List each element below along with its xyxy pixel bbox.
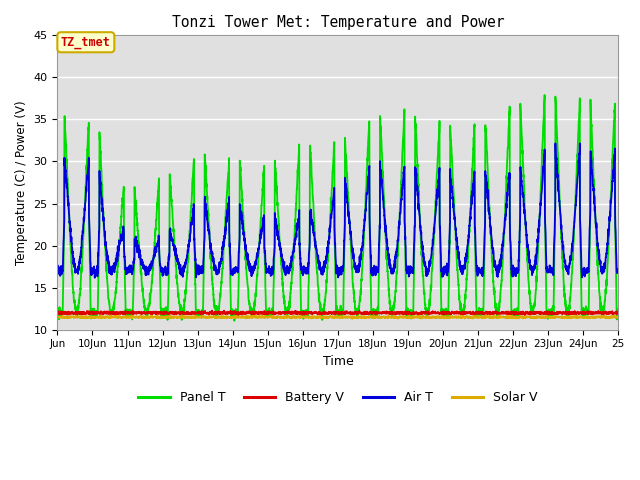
- Solar V: [168, 314, 176, 320]
- Air T: [460, 267, 467, 273]
- Panel T: [609, 160, 616, 166]
- Solar V: [614, 314, 622, 320]
- Panel T: [168, 206, 176, 212]
- Line: Solar V: Solar V: [58, 315, 618, 319]
- Panel T: [230, 318, 238, 324]
- Line: Battery V: Battery V: [58, 311, 618, 315]
- Line: Panel T: Panel T: [58, 95, 618, 321]
- Solar V: [529, 315, 537, 321]
- Battery V: [208, 308, 216, 313]
- Solar V: [385, 312, 392, 318]
- Battery V: [529, 311, 537, 316]
- Air T: [529, 270, 536, 276]
- Battery V: [614, 310, 622, 316]
- Air T: [576, 141, 584, 146]
- Panel T: [410, 270, 418, 276]
- Text: TZ_tmet: TZ_tmet: [61, 36, 111, 49]
- Panel T: [529, 308, 536, 313]
- Air T: [168, 238, 176, 244]
- Battery V: [410, 310, 418, 316]
- Panel T: [54, 306, 61, 312]
- Solar V: [495, 314, 503, 320]
- Air T: [495, 266, 503, 272]
- Title: Tonzi Tower Met: Temperature and Power: Tonzi Tower Met: Temperature and Power: [172, 15, 504, 30]
- Battery V: [460, 310, 467, 316]
- Panel T: [541, 92, 548, 98]
- Battery V: [234, 312, 242, 318]
- Panel T: [495, 300, 503, 306]
- Solar V: [348, 316, 356, 322]
- Battery V: [495, 310, 503, 316]
- Legend: Panel T, Battery V, Air T, Solar V: Panel T, Battery V, Air T, Solar V: [133, 386, 543, 409]
- Line: Air T: Air T: [58, 144, 618, 278]
- Solar V: [54, 314, 61, 320]
- Air T: [410, 247, 418, 253]
- Panel T: [614, 310, 622, 316]
- Air T: [91, 275, 99, 281]
- Battery V: [54, 310, 61, 316]
- Battery V: [609, 311, 616, 316]
- X-axis label: Time: Time: [323, 355, 353, 368]
- Solar V: [460, 313, 467, 319]
- Air T: [54, 267, 61, 273]
- Solar V: [609, 314, 616, 320]
- Y-axis label: Temperature (C) / Power (V): Temperature (C) / Power (V): [15, 100, 28, 265]
- Solar V: [410, 314, 418, 320]
- Air T: [614, 269, 622, 275]
- Panel T: [460, 309, 467, 314]
- Air T: [609, 178, 616, 184]
- Battery V: [168, 310, 176, 315]
